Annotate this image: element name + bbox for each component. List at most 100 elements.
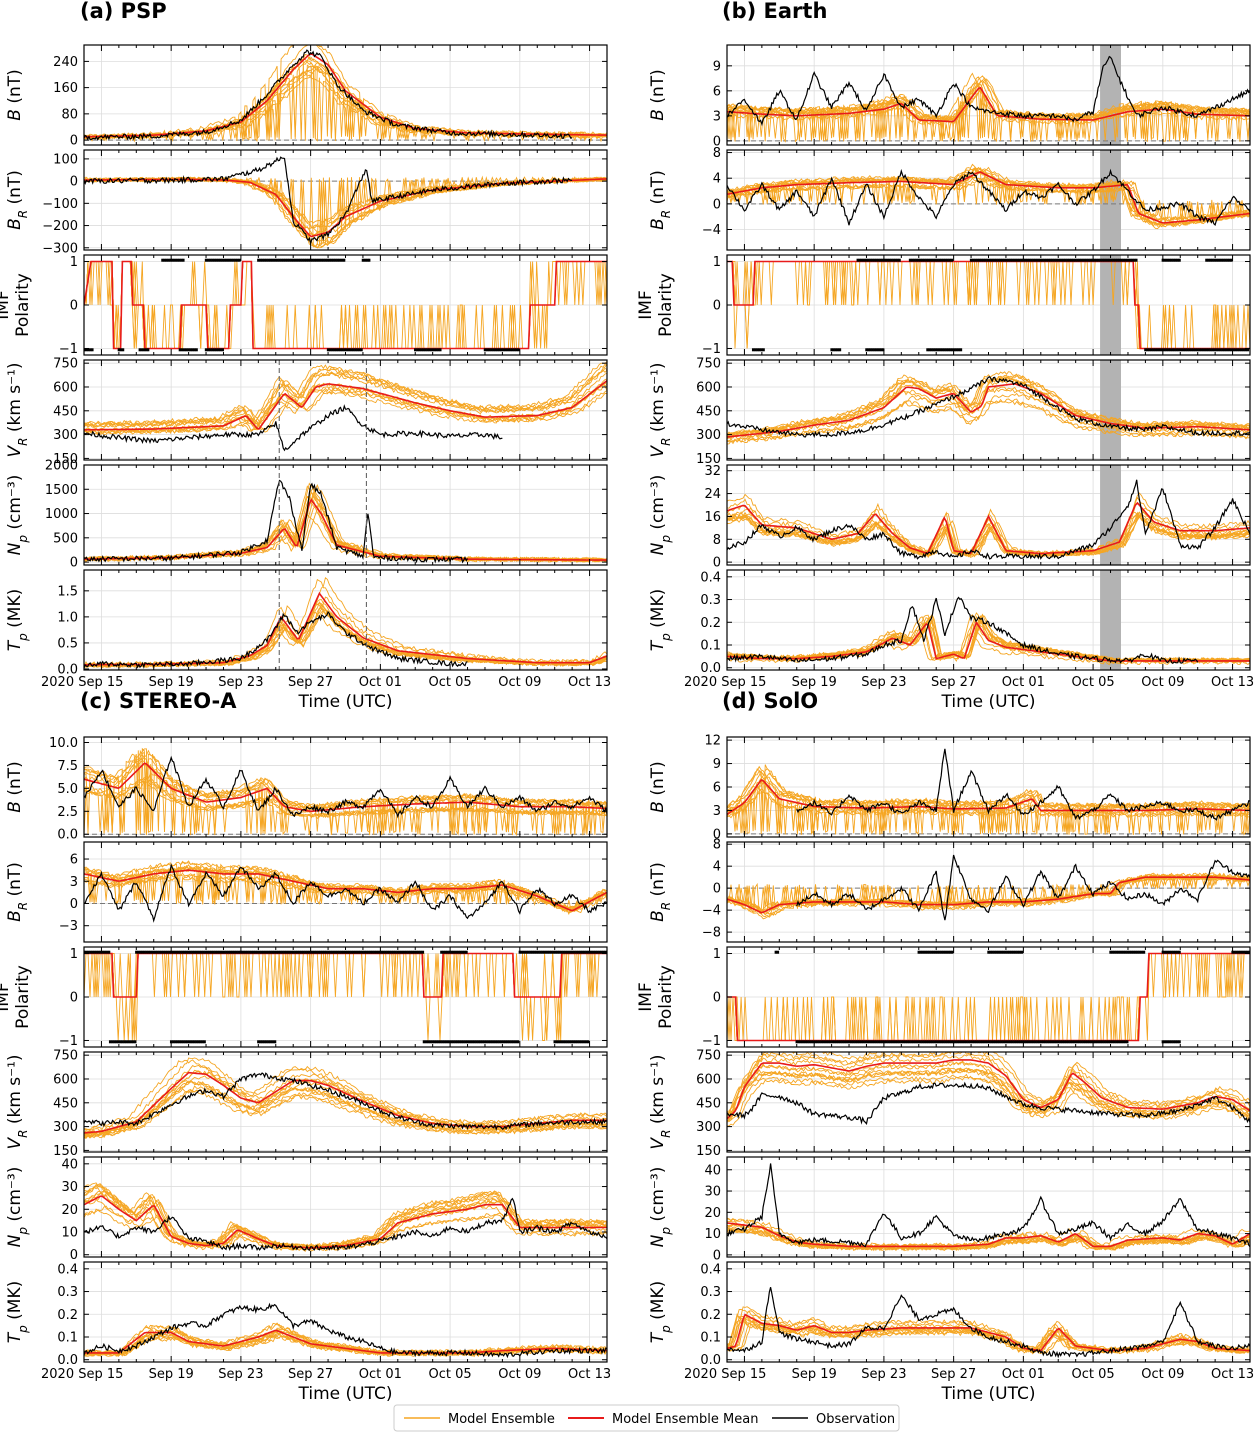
ensemble-member-line (727, 75, 1250, 142)
observation-line (84, 863, 607, 923)
observation-point (581, 950, 584, 954)
y-tick-label: 750 (696, 1049, 721, 1064)
observation-point (1235, 950, 1238, 954)
x-tick-label: Oct 13 (1211, 675, 1254, 690)
observation-point (271, 258, 275, 262)
observation-line (84, 755, 607, 819)
observation-point (193, 950, 197, 954)
observation-point (1002, 1040, 1006, 1044)
observation-point (864, 1040, 867, 1044)
observation-point (221, 348, 224, 352)
ensemble-member-line (84, 389, 607, 435)
observation-point (1082, 258, 1086, 262)
observation-point (287, 950, 291, 954)
observation-point (261, 258, 264, 262)
observation-point (439, 348, 442, 352)
x-tick-label: Sep 19 (792, 675, 837, 690)
observation-point (135, 950, 138, 954)
observation-point (1178, 1040, 1181, 1044)
observation-point (153, 950, 157, 954)
y-tick-label: 0 (713, 299, 721, 314)
observation-point (367, 950, 370, 954)
observation-point (950, 1040, 953, 1044)
observation-point (543, 950, 547, 954)
observation-point (223, 258, 227, 262)
observation-point (524, 950, 528, 954)
panel-title: (c) STEREO-A (80, 689, 237, 713)
y-tick-label: 450 (696, 1096, 721, 1111)
observation-point (889, 1040, 893, 1044)
observation-point (271, 950, 274, 954)
y-tick-label: 80 (61, 107, 78, 122)
observation-point (944, 258, 947, 262)
y-axis-label: IMF (0, 982, 13, 1011)
observation-point (188, 1040, 192, 1044)
observation-point (350, 950, 353, 954)
observation-point (308, 950, 312, 954)
observation-point (997, 950, 1001, 954)
observation-point (127, 1040, 131, 1044)
subplot-br: −300 −200 −100 0 100 BR (nT) (5, 149, 608, 256)
observation-point (547, 950, 551, 954)
observation-point (862, 258, 866, 262)
observation-point (1012, 950, 1015, 954)
observation-point (877, 258, 880, 262)
y-tick-label: 0 (713, 991, 721, 1006)
observation-point (220, 950, 224, 954)
y-tick-label: 160 (53, 81, 78, 96)
ensemble-member-line (84, 1057, 607, 1131)
observation-point (437, 1040, 440, 1044)
observation-point (1140, 950, 1144, 954)
observation-point (294, 950, 297, 954)
observation-point (179, 950, 182, 954)
observation-point (508, 348, 512, 352)
observation-point (510, 348, 514, 352)
observation-point (363, 950, 366, 954)
y-tick-label: 600 (696, 1072, 721, 1087)
observation-point (172, 950, 176, 954)
observation-point (315, 258, 319, 262)
observation-point (869, 348, 872, 352)
observation-point (979, 1040, 983, 1044)
observation-point (191, 348, 194, 352)
y-tick-label: −1 (702, 342, 721, 357)
y-tick-label: 450 (696, 404, 721, 419)
observation-point (843, 1040, 847, 1044)
observation-point (1088, 1040, 1091, 1044)
observation-point (243, 950, 247, 954)
observation-point (1130, 950, 1133, 954)
observation-point (881, 1040, 884, 1044)
observation-point (951, 950, 954, 954)
y-axis-label: B (nT) (648, 69, 668, 121)
observation-point (345, 348, 349, 352)
observation-point (1196, 348, 1199, 352)
observation-point (563, 1040, 567, 1044)
observation-point (213, 348, 216, 352)
y-tick-label: 0.5 (57, 636, 78, 651)
observation-point (984, 258, 987, 262)
y-tick-label: 600 (53, 380, 78, 395)
subplot-b: 0.0 2.5 5.0 7.5 10.0 B (nT) (5, 736, 608, 843)
y-axis-label: B (nT) (5, 69, 25, 121)
observation-point (140, 348, 144, 352)
observation-point (89, 950, 92, 954)
observation-point (147, 950, 151, 954)
ensemble-member-line (727, 514, 1250, 558)
observation-point (192, 1040, 196, 1044)
observation-point (1089, 258, 1092, 262)
y-axis-label: B (nT) (648, 761, 668, 813)
observation-point (1034, 1040, 1037, 1044)
y-tick-label: −1 (59, 342, 78, 357)
observation-point (958, 1040, 962, 1044)
observation-point (177, 258, 181, 262)
observation-point (1038, 1040, 1041, 1044)
y-tick-label: 0 (70, 134, 78, 149)
observation-point (938, 258, 941, 262)
observation-point (419, 950, 423, 954)
observation-point (1177, 348, 1181, 352)
observation-point (184, 348, 188, 352)
observation-point (321, 258, 325, 262)
observation-point (310, 950, 314, 954)
y-tick-label: 0.1 (700, 1331, 721, 1346)
observation-point (490, 348, 493, 352)
